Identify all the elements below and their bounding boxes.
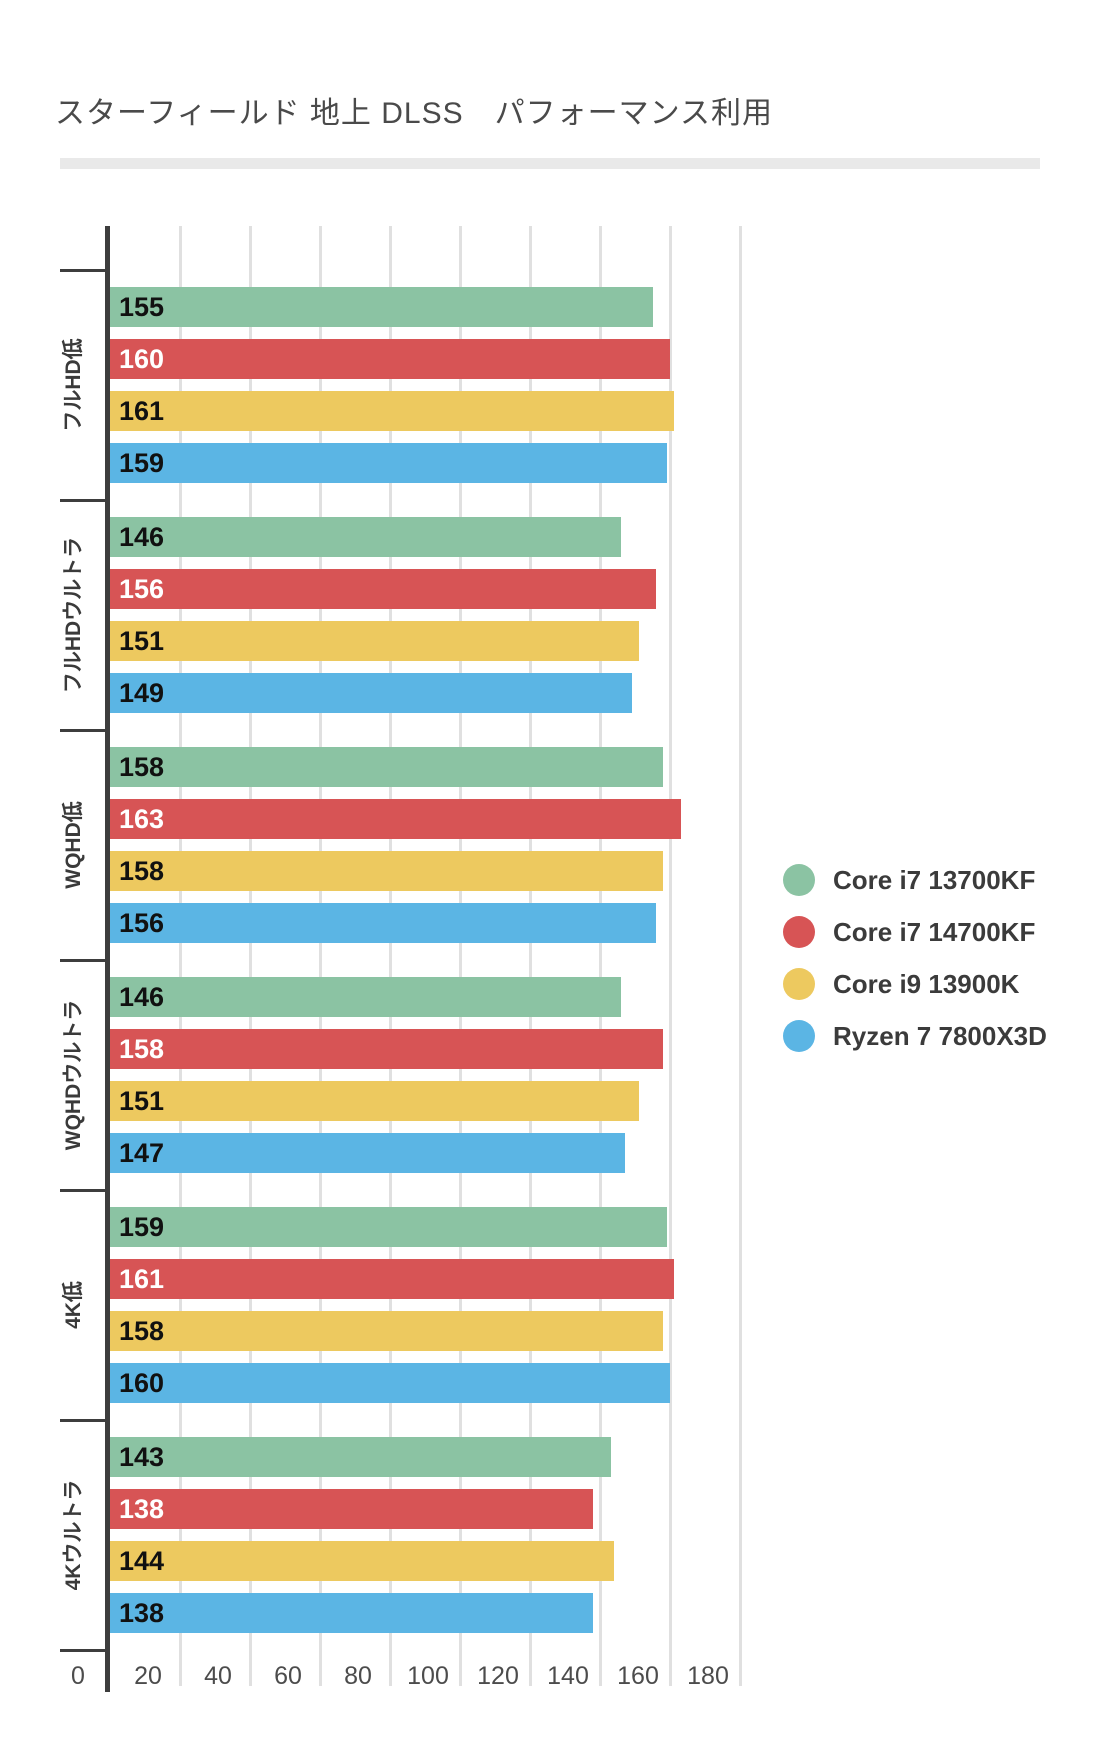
bar-ryzen-7-7800x3d: 149	[110, 673, 632, 713]
bar-core-i7-14700kf: 156	[110, 569, 656, 609]
bar-core-i7-14700kf: 158	[110, 1029, 663, 1069]
bar-value-label: 147	[119, 1138, 165, 1168]
bar-value-label: 158	[119, 856, 165, 886]
bar-value-label: 144	[119, 1546, 165, 1576]
bar-value-label: 158	[119, 752, 165, 782]
x-axis-tick-label: 0	[71, 1662, 85, 1690]
x-axis-tick-label: 60	[274, 1662, 302, 1690]
x-axis-tick-label: 120	[477, 1662, 519, 1690]
bar-value-label: 159	[119, 1212, 165, 1242]
gridline-x-120	[529, 226, 532, 1686]
legend-item: Core i7 13700KF	[783, 860, 1083, 900]
bar-value-label: 138	[119, 1598, 165, 1628]
bar-value-label: 155	[119, 292, 165, 322]
bar-value-label: 146	[119, 982, 165, 1012]
x-axis-tick-label: 160	[617, 1662, 659, 1690]
bar-value-label: 151	[119, 626, 165, 656]
bar-core-i7-13700kf: 146	[110, 517, 621, 557]
title-divider	[60, 158, 1040, 169]
bar-value-label: 156	[119, 574, 165, 604]
y-axis-group-tick	[60, 959, 105, 962]
gridline-x-160	[669, 226, 672, 1686]
category-label: フルHDウルトラ	[62, 536, 85, 694]
bar-value-label: 158	[119, 1034, 165, 1064]
gridline-x-140	[599, 226, 602, 1686]
bar-value-label: 143	[119, 1442, 165, 1472]
bar-value-label: 138	[119, 1494, 165, 1524]
gridline-x-180	[739, 226, 742, 1686]
legend-color-dot	[783, 864, 815, 896]
bar-core-i7-14700kf: 160	[110, 339, 670, 379]
y-axis-group-tick	[60, 499, 105, 502]
y-axis-group-tick	[60, 729, 105, 732]
y-axis-group-tick	[60, 1419, 105, 1422]
bar-core-i9-13900k: 151	[110, 621, 639, 661]
bar-core-i9-13900k: 158	[110, 851, 663, 891]
legend-color-dot	[783, 968, 815, 1000]
legend-item: Ryzen 7 7800X3D	[783, 1016, 1083, 1056]
bar-core-i9-13900k: 144	[110, 1541, 614, 1581]
gridline-x-80	[389, 226, 392, 1686]
bar-core-i9-13900k: 161	[110, 391, 674, 431]
legend-color-dot	[783, 1020, 815, 1052]
category-label: WQHDウルトラ	[62, 999, 85, 1151]
chart-title: スターフィールド 地上 DLSS パフォーマンス利用	[55, 97, 774, 130]
bar-ryzen-7-7800x3d: 147	[110, 1133, 625, 1173]
x-axis-tick-label: 180	[687, 1662, 729, 1690]
gridline-x-20	[179, 226, 182, 1686]
bar-value-label: 151	[119, 1086, 165, 1116]
bar-core-i7-13700kf: 155	[110, 287, 653, 327]
bar-core-i7-14700kf: 161	[110, 1259, 674, 1299]
bar-core-i7-13700kf: 159	[110, 1207, 667, 1247]
bar-value-label: 156	[119, 908, 165, 938]
legend-series-label: Core i9 13900K	[833, 969, 1020, 999]
legend-color-dot	[783, 916, 815, 948]
bar-value-label: 161	[119, 396, 165, 426]
legend-item: Core i7 14700KF	[783, 912, 1083, 952]
y-axis-group-tick	[60, 1189, 105, 1192]
category-label: フルHD低	[62, 338, 85, 432]
bar-value-label: 163	[119, 804, 165, 834]
bar-core-i7-13700kf: 143	[110, 1437, 611, 1477]
bar-value-label: 160	[119, 1368, 165, 1398]
bar-ryzen-7-7800x3d: 138	[110, 1593, 593, 1633]
bar-ryzen-7-7800x3d: 156	[110, 903, 656, 943]
y-axis-line	[105, 226, 110, 1692]
bar-ryzen-7-7800x3d: 160	[110, 1363, 670, 1403]
legend-series-label: Core i7 14700KF	[833, 917, 1036, 947]
y-axis-group-tick	[60, 269, 105, 272]
bar-core-i9-13900k: 151	[110, 1081, 639, 1121]
bar-core-i7-13700kf: 158	[110, 747, 663, 787]
category-label: 4K低	[62, 1281, 85, 1329]
category-label: 4Kウルトラ	[62, 1479, 85, 1591]
legend-series-label: Core i7 13700KF	[833, 865, 1036, 895]
x-axis-tick-label: 100	[407, 1662, 449, 1690]
legend-item: Core i9 13900K	[783, 964, 1083, 1004]
x-axis-tick-label: 20	[134, 1662, 162, 1690]
bar-value-label: 146	[119, 522, 165, 552]
bar-ryzen-7-7800x3d: 159	[110, 443, 667, 483]
x-axis-tick-label: 140	[547, 1662, 589, 1690]
x-axis-tick-label: 40	[204, 1662, 232, 1690]
gridline-x-40	[249, 226, 252, 1686]
bar-value-label: 159	[119, 448, 165, 478]
bar-core-i9-13900k: 158	[110, 1311, 663, 1351]
category-label: WQHD低	[62, 801, 85, 889]
gridline-x-60	[319, 226, 322, 1686]
y-axis-group-tick	[60, 1649, 105, 1652]
x-axis-tick-label: 80	[344, 1662, 372, 1690]
gridline-x-100	[459, 226, 462, 1686]
bar-value-label: 161	[119, 1264, 165, 1294]
bar-core-i7-13700kf: 146	[110, 977, 621, 1017]
bar-value-label: 158	[119, 1316, 165, 1346]
bar-value-label: 160	[119, 344, 165, 374]
bar-core-i7-14700kf: 138	[110, 1489, 593, 1529]
bar-value-label: 149	[119, 678, 165, 708]
legend-series-label: Ryzen 7 7800X3D	[833, 1021, 1047, 1051]
bar-core-i7-14700kf: 163	[110, 799, 681, 839]
